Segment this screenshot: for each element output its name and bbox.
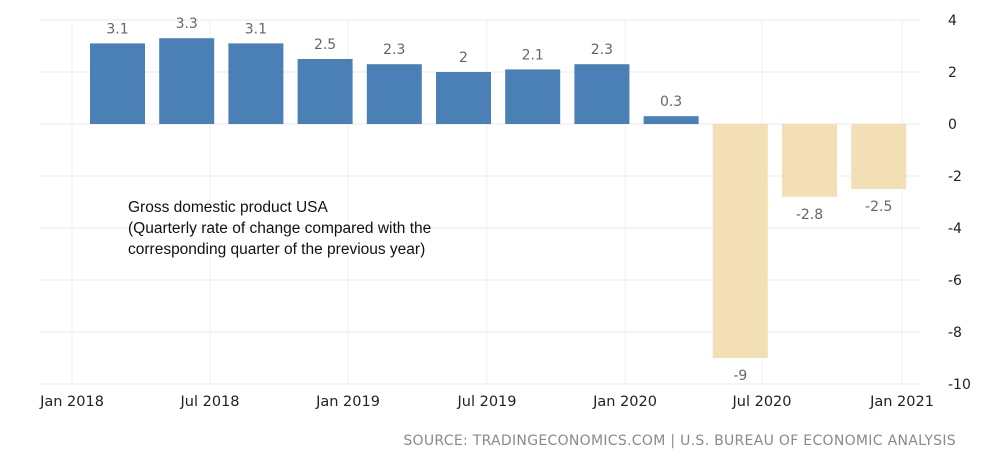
data-label: 0.3 xyxy=(660,94,682,110)
x-tick-label: Jan 2019 xyxy=(315,394,380,410)
annotation-line: corresponding quarter of the previous ye… xyxy=(128,241,426,258)
bar xyxy=(574,64,630,124)
bar xyxy=(366,64,422,124)
data-label: 2.1 xyxy=(522,47,544,63)
y-tick-label: -10 xyxy=(948,377,971,393)
source-credit: SOURCE: TRADINGECONOMICS.COM | U.S. BURE… xyxy=(403,433,956,449)
y-tick-label: 0 xyxy=(948,117,957,133)
x-tick-label: Jul 2018 xyxy=(179,394,239,410)
y-tick-label: 4 xyxy=(948,13,957,29)
bar xyxy=(712,124,768,358)
chart-annotation: Gross domestic product USA (Quarterly ra… xyxy=(128,197,431,260)
x-tick-label: Jul 2019 xyxy=(456,394,516,410)
x-tick-label: Jan 2020 xyxy=(592,394,657,410)
bar xyxy=(159,38,215,125)
bar xyxy=(297,59,353,124)
data-label: 3.1 xyxy=(245,21,267,37)
annotation-line: Gross domestic product USA xyxy=(128,199,328,216)
y-tick-label: -8 xyxy=(948,325,962,341)
data-label: -2.5 xyxy=(865,199,892,215)
bar xyxy=(851,124,907,189)
data-label: 2.5 xyxy=(314,37,336,53)
y-tick-label: -6 xyxy=(948,273,962,289)
data-label: 2.3 xyxy=(591,42,613,58)
data-label: -2.8 xyxy=(796,207,823,223)
bar xyxy=(436,72,491,124)
data-label: 3.1 xyxy=(106,21,128,37)
y-tick-label: -4 xyxy=(948,221,962,237)
bar xyxy=(643,116,699,124)
y-tick-label: 2 xyxy=(948,65,957,81)
data-label: -9 xyxy=(733,368,747,384)
x-tick-label: Jul 2020 xyxy=(731,394,791,410)
bar xyxy=(505,69,561,124)
annotation-line: (Quarterly rate of change compared with … xyxy=(128,220,432,237)
data-label: 2.3 xyxy=(383,42,405,58)
bar xyxy=(228,43,284,124)
data-label: 2 xyxy=(459,50,468,66)
bar xyxy=(90,43,145,124)
y-tick-label: -2 xyxy=(948,169,962,185)
bar xyxy=(782,124,837,197)
data-label: 3.3 xyxy=(176,16,198,32)
x-tick-label: Jan 2018 xyxy=(39,394,104,410)
x-tick-label: Jan 2021 xyxy=(869,394,934,410)
